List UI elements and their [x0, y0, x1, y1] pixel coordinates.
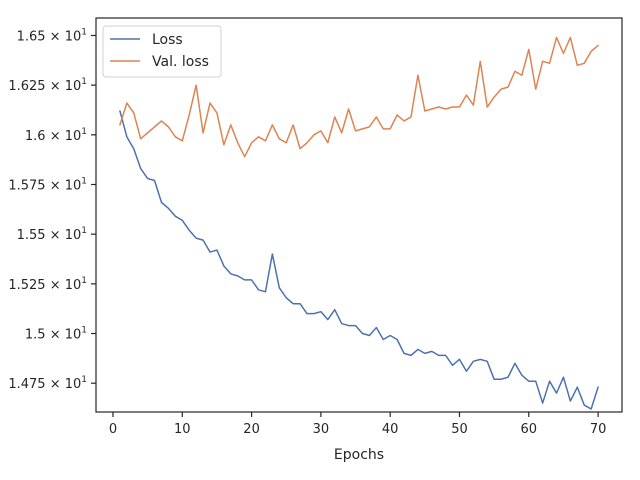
x-tick-label: 70 — [590, 422, 607, 437]
legend: Loss Val. loss — [102, 25, 222, 78]
x-tick-label: 30 — [313, 422, 330, 437]
x-tick-label: 10 — [174, 422, 191, 437]
x-tick-label: 0 — [109, 422, 117, 437]
x-axis-title: Epochs — [334, 447, 384, 463]
y-tick-label: 1.575 × 101 — [8, 177, 87, 194]
x-tick-label: 50 — [451, 422, 468, 437]
y-tick-label: 1.6 × 101 — [25, 127, 87, 144]
legend-label-val-loss: Val. loss — [152, 54, 209, 70]
y-tick-label: 1.525 × 101 — [8, 276, 87, 293]
x-tick-label: 40 — [382, 422, 399, 437]
y-tick-label: 1.5 × 101 — [25, 326, 87, 343]
y-axis: 1.475 × 101 1.5 × 101 1.525 × 101 1.55 × 10… — [8, 27, 96, 392]
plot-frame — [95, 17, 623, 413]
y-tick-label: 1.55 × 101 — [17, 226, 87, 243]
legend-label-loss: Loss — [152, 32, 183, 48]
series-line-val-loss — [119, 36, 599, 158]
series-line-loss — [119, 110, 599, 410]
y-tick-label: 1.65 × 101 — [17, 27, 87, 44]
y-tick-label: 1.475 × 101 — [8, 375, 87, 392]
plot-lines — [119, 36, 599, 410]
x-tick-label: 60 — [521, 422, 538, 437]
y-tick-label: 1.625 × 101 — [8, 77, 87, 94]
x-axis: 0 10 20 30 40 50 60 70 — [109, 412, 607, 437]
x-tick-label: 20 — [243, 422, 260, 437]
